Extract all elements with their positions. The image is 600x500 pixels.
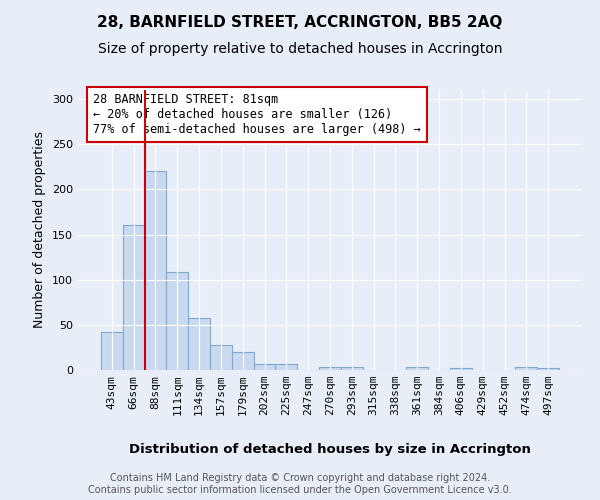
Text: Size of property relative to detached houses in Accrington: Size of property relative to detached ho… bbox=[98, 42, 502, 56]
Bar bbox=[537, 368, 559, 370]
Bar bbox=[254, 364, 275, 370]
Bar bbox=[232, 352, 254, 370]
Text: 28, BARNFIELD STREET, ACCRINGTON, BB5 2AQ: 28, BARNFIELD STREET, ACCRINGTON, BB5 2A… bbox=[97, 15, 503, 30]
Bar bbox=[188, 318, 210, 370]
Bar bbox=[123, 226, 145, 370]
Bar bbox=[210, 344, 232, 370]
Bar bbox=[101, 332, 123, 370]
Text: Contains HM Land Registry data © Crown copyright and database right 2024.
Contai: Contains HM Land Registry data © Crown c… bbox=[88, 474, 512, 495]
Bar bbox=[341, 368, 363, 370]
Bar bbox=[166, 272, 188, 370]
Bar bbox=[145, 172, 166, 370]
Bar bbox=[450, 368, 472, 370]
Bar bbox=[515, 368, 537, 370]
Bar bbox=[275, 364, 297, 370]
Text: Distribution of detached houses by size in Accrington: Distribution of detached houses by size … bbox=[129, 442, 531, 456]
Bar bbox=[319, 368, 341, 370]
Bar bbox=[406, 368, 428, 370]
Text: 28 BARNFIELD STREET: 81sqm
← 20% of detached houses are smaller (126)
77% of sem: 28 BARNFIELD STREET: 81sqm ← 20% of deta… bbox=[93, 93, 421, 136]
Y-axis label: Number of detached properties: Number of detached properties bbox=[34, 132, 46, 328]
